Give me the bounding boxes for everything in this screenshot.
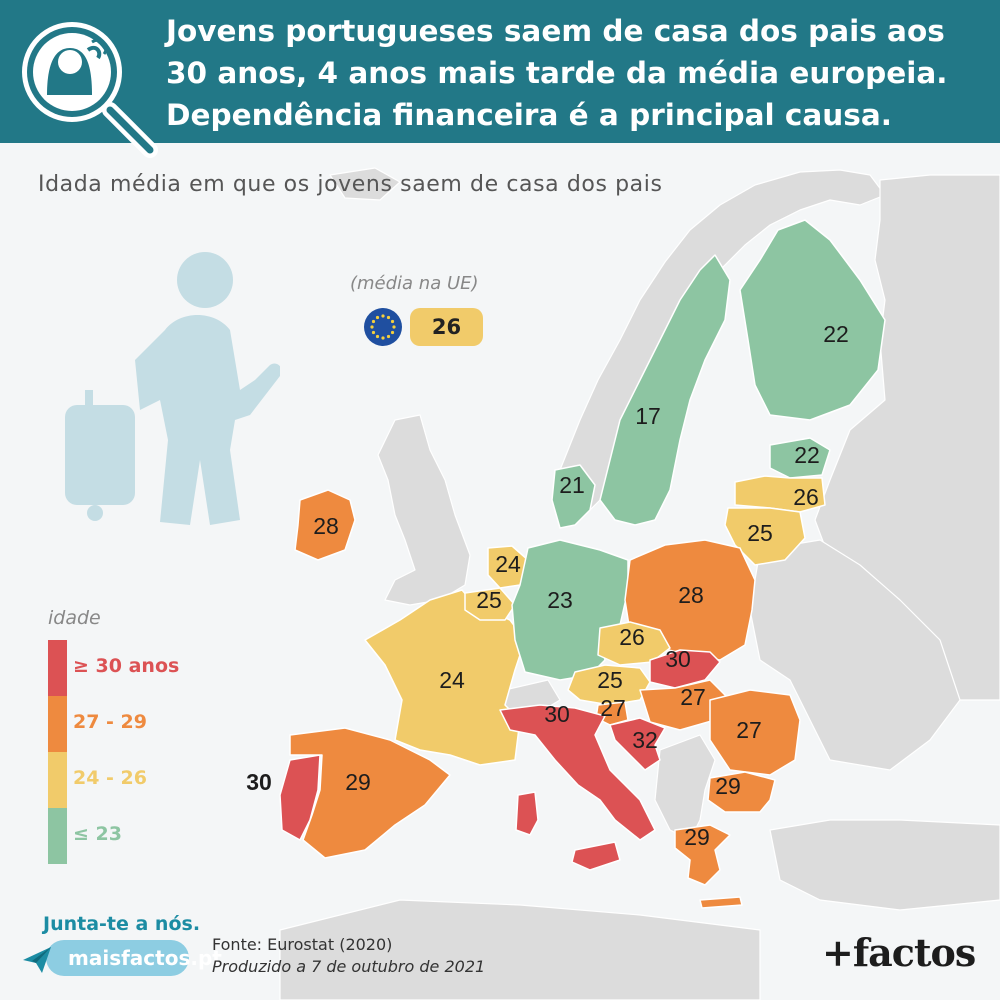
balkans-shape [654, 734, 716, 841]
country-value-sk: 30 [665, 646, 691, 672]
country-bg [707, 771, 776, 813]
legend-item-30-plus: ≥ 30 anos [48, 640, 198, 696]
eu-star-icon [381, 336, 385, 340]
source-text: Fonte: Eurostat (2020) [212, 935, 393, 954]
legend-title: idade [48, 607, 101, 629]
country-gr [674, 824, 731, 886]
country-lt [724, 507, 806, 566]
country-value-gr: 29 [684, 824, 710, 850]
join-us-text: Junta-te a nós. [43, 913, 201, 935]
eu-star-icon [392, 325, 396, 329]
country-ro [709, 689, 801, 776]
paper-plane-icon [23, 947, 51, 973]
eu-star-icon [375, 334, 380, 339]
country-sk [649, 649, 721, 689]
uk-shape [377, 414, 471, 606]
eu-star-icon [371, 330, 376, 335]
country-value-hu: 27 [680, 684, 706, 710]
country-value-ro: 27 [736, 717, 762, 743]
country-hr [609, 717, 666, 771]
country-value-ee: 22 [794, 442, 820, 468]
legend-item-24-26: 24 - 26 [48, 752, 198, 808]
legend-label: 27 - 29 [73, 711, 147, 733]
country-fi [739, 219, 886, 421]
country-gr-crete [699, 896, 743, 909]
eu-star-icon [386, 334, 391, 339]
country-value-de: 23 [547, 587, 573, 613]
legend-label: ≤ 23 [73, 823, 122, 845]
legend-label: ≥ 30 anos [73, 655, 180, 677]
eu-star-icon [375, 315, 380, 320]
legend-label: 24 - 26 [73, 767, 147, 789]
site-link-button[interactable]: maisfactos.pt [20, 940, 222, 976]
header-banner: Jovens portugueses saem de casa dos pais… [0, 0, 1000, 158]
country-lv [734, 475, 826, 513]
country-value-bg: 29 [715, 773, 741, 799]
eu-countries [279, 219, 886, 909]
legend-item-23-minus: ≤ 23 [48, 808, 198, 864]
legend-swatch [48, 752, 67, 808]
africa-shape [279, 899, 761, 1000]
country-at [567, 664, 651, 706]
country-ee [769, 437, 831, 479]
legend-item-27-29: 27 - 29 [48, 696, 198, 752]
eu-average-caption: (média na UE) [350, 273, 479, 294]
eu-flag-icon [364, 308, 402, 346]
eu-star-icon [390, 330, 395, 335]
country-value-se: 17 [635, 403, 661, 429]
legend-swatch [48, 640, 67, 696]
country-value-at: 25 [597, 667, 623, 693]
non-eu-land [279, 167, 1000, 1000]
headline-line-3: Dependência financeira é a principal cau… [166, 98, 892, 132]
country-it-sicily [571, 841, 621, 871]
country-cz [597, 621, 671, 666]
subtitle: Idada média em que os jovens saem de cas… [38, 172, 663, 197]
country-value-lv: 26 [793, 484, 819, 510]
country-value-it: 30 [544, 701, 570, 727]
headline-line-2: 30 anos, 4 anos mais tarde da média euro… [166, 56, 948, 90]
magnifier-icon [18, 18, 158, 158]
brand-logo: +factos [822, 930, 976, 975]
legend-swatch [48, 696, 67, 752]
country-value-pt: 30 [246, 769, 272, 795]
country-value-hr: 32 [632, 727, 658, 753]
legend-swatch [48, 808, 67, 864]
site-pill [46, 940, 189, 976]
country-value-be: 25 [476, 587, 502, 613]
country-it [499, 704, 656, 841]
country-value-ie: 28 [313, 513, 339, 539]
iceland-shape [329, 167, 401, 201]
country-dk [551, 464, 596, 529]
traveler-with-luggage-icon [65, 252, 280, 525]
eu-star-icon [390, 319, 395, 324]
eu-average-value: 26 [410, 308, 483, 346]
country-value-nl: 24 [495, 551, 521, 577]
country-value-pl: 28 [678, 582, 704, 608]
headline-line-1: Jovens portugueses saem de casa dos pais… [166, 14, 945, 48]
country-it-sardinia [515, 791, 539, 836]
country-value-fi: 22 [823, 321, 849, 347]
country-value-es: 29 [345, 769, 371, 795]
belarus-ukraine-shape [749, 539, 961, 771]
country-ie [294, 489, 356, 561]
eu-star-icon [386, 315, 391, 320]
country-value-lt: 25 [747, 520, 773, 546]
eu-star-icon [370, 325, 374, 329]
country-value-cz: 26 [619, 624, 645, 650]
country-value-fr: 24 [439, 667, 465, 693]
eu-star-icon [371, 319, 376, 324]
country-value-dk: 21 [559, 472, 585, 498]
country-es [289, 727, 451, 859]
country-se [599, 254, 731, 526]
production-date: Produzido a 7 de outubro de 2021 [212, 957, 486, 976]
turkey-shape [769, 819, 1000, 911]
headline: Jovens portugueses saem de casa dos pais… [166, 10, 996, 136]
country-value-si: 27 [600, 695, 626, 721]
eu-star-icon [381, 314, 385, 318]
site-link-label: maisfactos.pt [68, 946, 222, 970]
